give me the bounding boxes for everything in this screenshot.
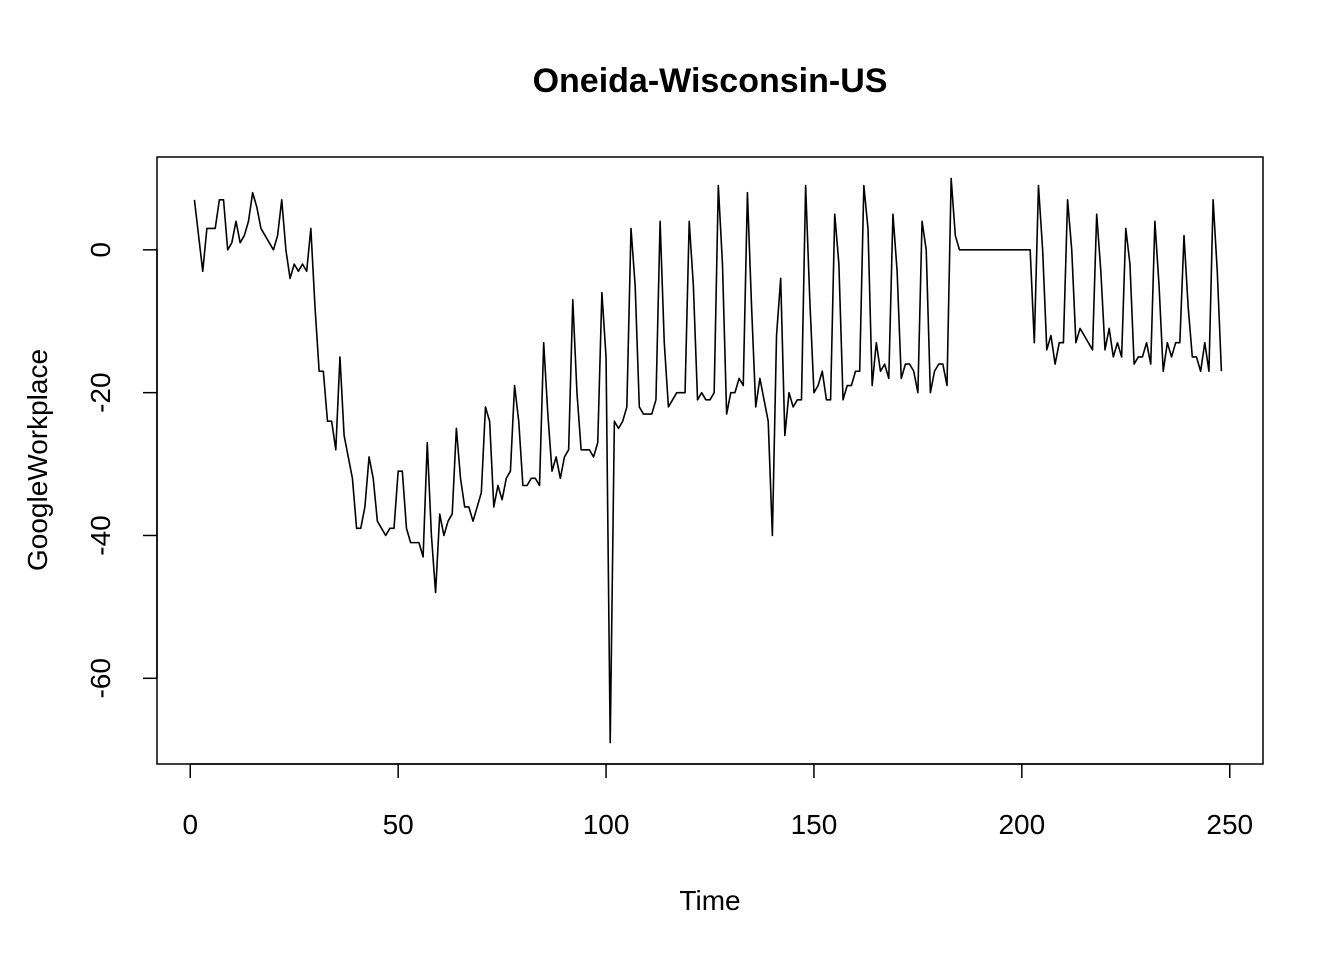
y-axis-label: GoogleWorkplace [22, 349, 53, 571]
series-line-googleworkplace [193, 177, 1223, 744]
x-tick-label: 100 [583, 809, 630, 840]
y-tick-label: -60 [85, 658, 116, 698]
x-tick-label: 50 [383, 809, 414, 840]
chart-title: Oneida-Wisconsin-US [533, 62, 888, 100]
y-axis: 0 -20 -40 -60 [85, 242, 158, 699]
x-tick-label: 0 [182, 809, 198, 840]
y-tick-label: 0 [85, 242, 116, 258]
x-tick-label: 250 [1206, 809, 1253, 840]
x-tick-label: 200 [998, 809, 1045, 840]
x-axis-label: Time [679, 885, 740, 916]
y-tick-label: -20 [85, 372, 116, 412]
x-tick-label: 150 [791, 809, 838, 840]
y-tick-label: -40 [85, 515, 116, 555]
x-axis: 0 50 100 150 200 250 [182, 763, 1253, 840]
plot-frame [156, 156, 1264, 765]
